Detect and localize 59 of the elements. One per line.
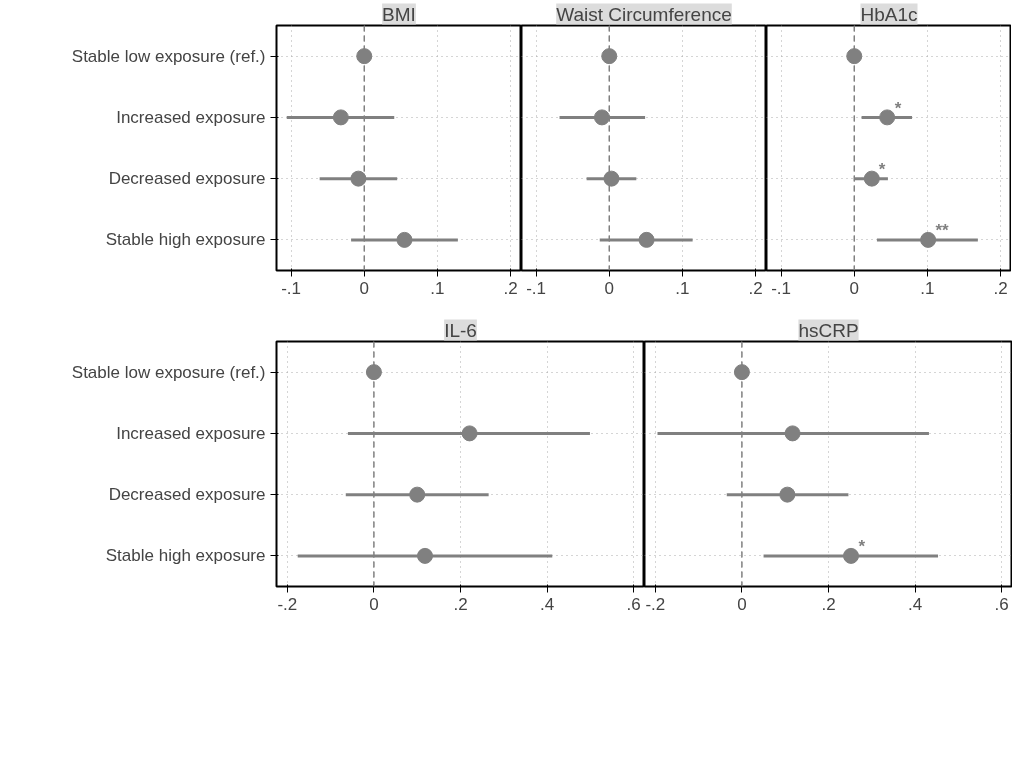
y-tick-label: Stable high exposure xyxy=(105,546,266,566)
annotation: ** xyxy=(935,221,950,241)
x-tick-label: -.1 xyxy=(526,278,547,298)
chart-title: IL-6 xyxy=(444,319,477,341)
x-tick-label: .4 xyxy=(908,594,923,614)
x-tick-label: -.2 xyxy=(277,594,298,614)
point xyxy=(409,486,426,503)
chart-title: hsCRP xyxy=(798,319,859,341)
x-tick-label: .4 xyxy=(540,594,555,614)
annotation: * xyxy=(858,537,866,557)
y-tick-label: Increased exposure xyxy=(116,107,266,127)
x-tick-label: .1 xyxy=(920,278,935,298)
point xyxy=(417,547,433,564)
point xyxy=(779,486,796,503)
x-tick-label: .6 xyxy=(626,594,641,614)
y-tick-label: Increased exposure xyxy=(116,423,266,443)
point xyxy=(638,231,655,248)
point xyxy=(603,170,620,187)
point xyxy=(461,425,478,442)
point xyxy=(863,170,880,187)
chart-title: BMI xyxy=(382,3,416,25)
point xyxy=(879,109,896,126)
x-tick-label: .2 xyxy=(993,278,1008,298)
point xyxy=(601,48,618,65)
chart-title: Waist Circumference xyxy=(556,3,732,25)
x-tick-label: .2 xyxy=(748,278,763,298)
x-tick-label: .1 xyxy=(430,278,445,298)
point xyxy=(846,48,863,65)
point xyxy=(332,109,349,126)
x-tick-label: 0 xyxy=(359,278,369,298)
point xyxy=(593,109,610,126)
x-tick-label: 0 xyxy=(849,278,859,298)
point xyxy=(365,364,382,381)
x-tick-label: -.2 xyxy=(645,594,666,614)
y-tick-label: Stable low exposure (ref.) xyxy=(71,362,266,382)
y-tick-label: Decreased exposure xyxy=(108,169,266,189)
annotation: * xyxy=(894,98,902,118)
y-tick-label: Stable low exposure (ref.) xyxy=(71,46,266,66)
x-tick-label: .1 xyxy=(675,278,690,298)
point xyxy=(350,170,367,187)
x-tick-label: -.1 xyxy=(771,278,792,298)
y-tick-label: Stable high exposure xyxy=(105,230,266,250)
x-tick-label: 0 xyxy=(604,278,614,298)
annotation: * xyxy=(878,159,886,179)
y-tick-label: Decreased exposure xyxy=(108,485,266,505)
point xyxy=(784,425,801,442)
x-tick-label: -.1 xyxy=(281,278,302,298)
point xyxy=(843,547,860,564)
point xyxy=(356,48,373,65)
x-tick-label: .2 xyxy=(503,278,518,298)
point xyxy=(396,231,413,248)
x-tick-label: .2 xyxy=(821,594,836,614)
x-tick-label: 0 xyxy=(737,594,747,614)
point xyxy=(920,231,937,248)
x-tick-label: 0 xyxy=(369,594,379,614)
x-tick-label: .2 xyxy=(453,594,468,614)
chart-title: HbA1c xyxy=(860,3,918,25)
point xyxy=(733,364,750,381)
x-tick-label: .6 xyxy=(994,594,1009,614)
